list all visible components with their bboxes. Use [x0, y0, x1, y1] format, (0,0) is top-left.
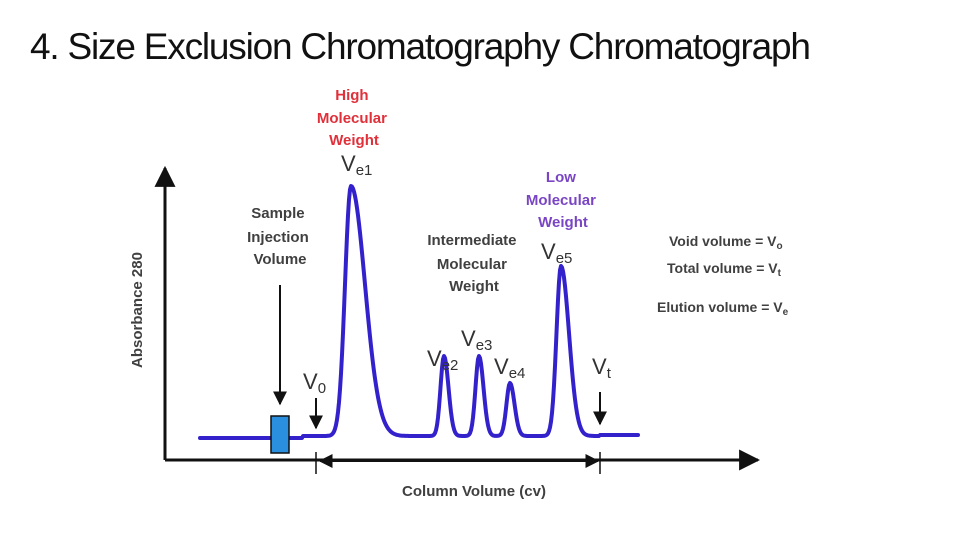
ve4-label: Ve4	[494, 354, 525, 382]
sample-injection-label: Sample Injection Volume	[247, 205, 313, 268]
volume-legend: Void volume = Vo Total volume = Vt Eluti…	[657, 233, 789, 318]
legend-total-volume: Total volume = Vt	[667, 260, 782, 279]
y-axis-label: Absorbance 280	[129, 252, 146, 368]
ve5-label: Ve5	[541, 239, 572, 267]
slide-title: 4. Size Exclusion Chromatography Chromat…	[30, 26, 811, 67]
ve3-label: Ve3	[461, 326, 492, 354]
sample-injection-box	[270, 415, 290, 454]
low-mw-label: Low Molecular Weight	[526, 169, 600, 231]
intermediate-mw-label: Intermediate Molecular Weight	[427, 232, 520, 295]
vt-label: Vt	[592, 354, 612, 382]
ve1-label: Ve1	[341, 151, 372, 179]
v0-label: V0	[303, 369, 326, 397]
ve2-label: Ve2	[427, 346, 458, 374]
x-axis-label: Column Volume (cv)	[402, 483, 546, 500]
high-mw-label: High Molecular Weight	[317, 87, 391, 149]
legend-void-volume: Void volume = Vo	[669, 233, 783, 252]
legend-elution-volume: Elution volume = Ve	[657, 299, 789, 318]
